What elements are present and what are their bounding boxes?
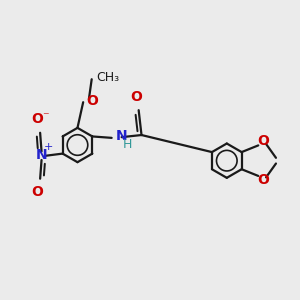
Text: O: O bbox=[257, 173, 269, 187]
Text: O: O bbox=[130, 91, 142, 104]
Text: O: O bbox=[31, 112, 43, 126]
Text: +: + bbox=[44, 142, 53, 152]
Text: O: O bbox=[86, 94, 98, 109]
Text: CH₃: CH₃ bbox=[97, 70, 120, 84]
Text: H: H bbox=[122, 139, 132, 152]
Text: O: O bbox=[257, 134, 269, 148]
Text: O: O bbox=[31, 185, 43, 199]
Text: ⁻: ⁻ bbox=[42, 110, 48, 123]
Text: N: N bbox=[36, 148, 47, 162]
Text: N: N bbox=[116, 129, 127, 143]
